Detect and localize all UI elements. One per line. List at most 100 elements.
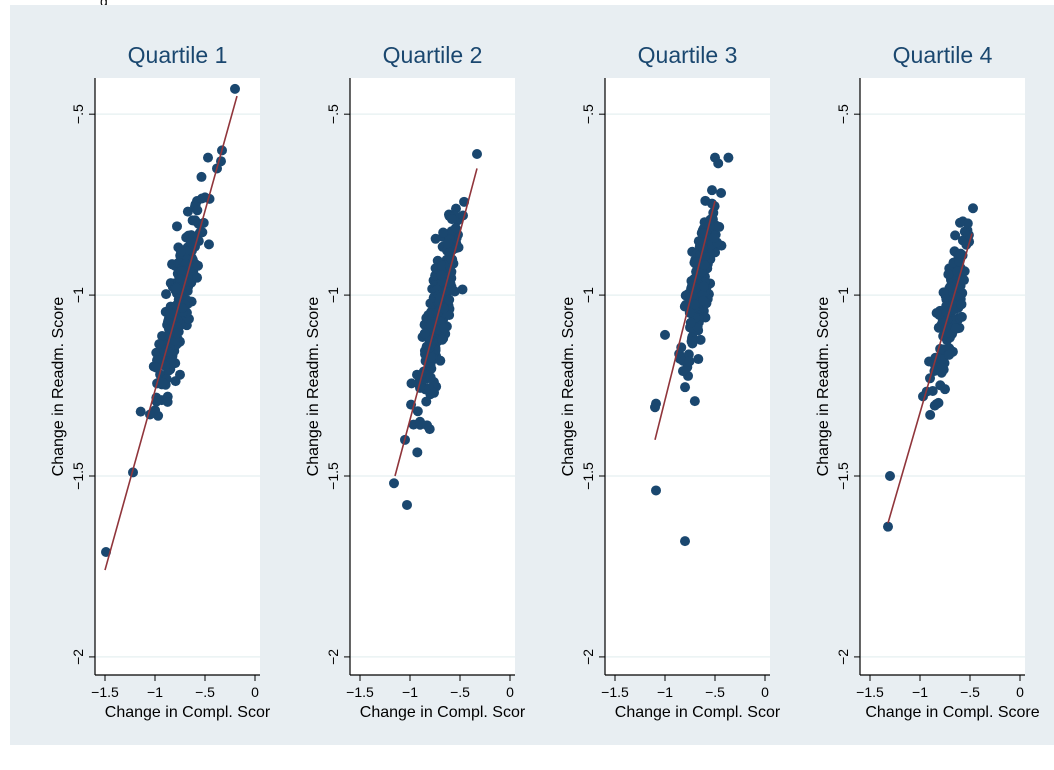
scatter-point bbox=[412, 447, 423, 458]
scatter-point bbox=[651, 398, 661, 409]
scatter-point bbox=[943, 269, 954, 280]
scatter-point bbox=[660, 329, 670, 340]
scatter-point bbox=[444, 246, 455, 257]
scatter-point bbox=[457, 284, 468, 295]
scatter-point bbox=[412, 369, 422, 380]
y-tick-label: −1.5 bbox=[835, 462, 851, 490]
scatter-point bbox=[435, 355, 446, 366]
scatter-point bbox=[927, 385, 938, 396]
scatter-point bbox=[196, 171, 207, 182]
scatter-point bbox=[449, 286, 460, 297]
scatter-point bbox=[175, 246, 186, 257]
x-tick-label: 0 bbox=[506, 684, 514, 700]
scatter-point bbox=[157, 377, 168, 388]
x-axis-label: Change in Compl. Scor bbox=[105, 704, 271, 721]
y-axis-label: Change in Readm. Score bbox=[560, 297, 577, 477]
scatter-point bbox=[699, 260, 710, 271]
scatter-point bbox=[959, 226, 970, 237]
scatter-point bbox=[437, 260, 448, 271]
y-tick-label: −.5 bbox=[835, 104, 851, 124]
scatter-point bbox=[165, 308, 176, 319]
scatter-point bbox=[425, 372, 436, 383]
scatter-point bbox=[716, 187, 727, 198]
scatter-point bbox=[680, 536, 690, 547]
x-tick-label: −.5 bbox=[450, 684, 470, 700]
scatter-point bbox=[940, 384, 950, 395]
scatter-point bbox=[154, 339, 165, 350]
scatter-point bbox=[430, 233, 441, 244]
scatter-point bbox=[442, 238, 453, 249]
scatter-point bbox=[439, 322, 450, 333]
x-tick-label: 0 bbox=[251, 684, 259, 700]
panel-quartile-1: Quartile 1 −.5 −1 −1.5 −2 −1.5 −1 −.5 0 Change in… bbox=[50, 42, 271, 721]
x-tick-label: −.5 bbox=[195, 684, 215, 700]
scatter-point bbox=[933, 397, 944, 408]
scatter-point bbox=[429, 387, 439, 398]
scatter-point bbox=[190, 215, 201, 226]
scatter-point bbox=[956, 311, 967, 322]
scatter-point bbox=[710, 152, 720, 163]
panel-quartile-3: Quartile 3 −.5 −1 −1.5 −2 −1.5 −1 −.5 0 Change in… bbox=[560, 42, 781, 721]
scatter-point bbox=[402, 499, 412, 510]
y-tick-label: −1.5 bbox=[580, 462, 596, 490]
y-tick-label: −2 bbox=[835, 649, 851, 665]
scatter-point bbox=[438, 227, 449, 238]
scatter-point bbox=[161, 289, 172, 300]
fit-line bbox=[394, 168, 478, 477]
scatter-point bbox=[151, 347, 162, 358]
fit-line bbox=[654, 200, 716, 441]
y-tick-label: −.5 bbox=[70, 104, 86, 124]
scatter-point bbox=[698, 295, 709, 306]
y-tick-label: −1 bbox=[70, 287, 86, 303]
y-tick-label: −1 bbox=[580, 287, 596, 303]
scatter-point bbox=[422, 420, 432, 431]
scatter-point bbox=[203, 239, 214, 250]
y-axis-label: Change in Readm. Score bbox=[50, 297, 67, 477]
x-tick-label: −1.5 bbox=[601, 684, 629, 700]
scatter-point bbox=[962, 218, 973, 229]
y-tick-label: −2 bbox=[70, 649, 86, 665]
x-tick-label: −1 bbox=[402, 684, 418, 700]
scatter-point bbox=[389, 478, 399, 489]
scatter-point bbox=[182, 285, 193, 296]
scatter-point bbox=[689, 299, 700, 310]
x-axis-label: Change in Compl. Score bbox=[865, 704, 1039, 721]
scatter-point bbox=[925, 409, 936, 420]
scatter-point bbox=[709, 232, 720, 243]
scatter-point bbox=[437, 334, 448, 345]
scatter-point bbox=[472, 148, 482, 159]
x-tick-label: −1.5 bbox=[346, 684, 374, 700]
scatter-point bbox=[950, 323, 961, 334]
scatter-point bbox=[686, 336, 697, 347]
scatter-point bbox=[698, 281, 709, 292]
y-axis-label: Change in Readm. Score bbox=[305, 297, 322, 477]
y-tick-label: −2 bbox=[325, 649, 341, 665]
scatter-point bbox=[684, 356, 695, 367]
scatter-point bbox=[101, 546, 111, 557]
panel-quartile-2: Quartile 2 −.5 −1 −1.5 −2 −1.5 −1 −.5 0 Change in… bbox=[305, 42, 526, 721]
panel-title: Quartile 1 bbox=[128, 42, 228, 68]
y-tick-label: −1.5 bbox=[70, 462, 86, 490]
scatter-point bbox=[406, 378, 417, 389]
y-axis-label: Change in Readm. Score bbox=[815, 297, 832, 477]
scatter-point bbox=[419, 328, 430, 339]
scatter-point bbox=[446, 254, 457, 265]
x-tick-label: −1 bbox=[657, 684, 673, 700]
scatter-point bbox=[176, 266, 187, 277]
scatter-point bbox=[955, 248, 966, 259]
scatter-point bbox=[193, 260, 204, 271]
scatter-point bbox=[954, 256, 965, 267]
scatter-point bbox=[450, 223, 461, 234]
scatter-point bbox=[944, 349, 955, 360]
scatter-point bbox=[678, 366, 688, 377]
scatter-point bbox=[436, 270, 447, 281]
x-tick-label: 0 bbox=[1016, 684, 1024, 700]
scatter-point bbox=[421, 396, 432, 407]
scatter-point bbox=[177, 302, 188, 313]
scatter-point bbox=[693, 354, 704, 365]
x-tick-label: 0 bbox=[761, 684, 769, 700]
scatter-point bbox=[230, 83, 240, 94]
scatter-point bbox=[651, 485, 661, 496]
scatter-point bbox=[185, 236, 196, 247]
scatter-point bbox=[958, 275, 969, 286]
